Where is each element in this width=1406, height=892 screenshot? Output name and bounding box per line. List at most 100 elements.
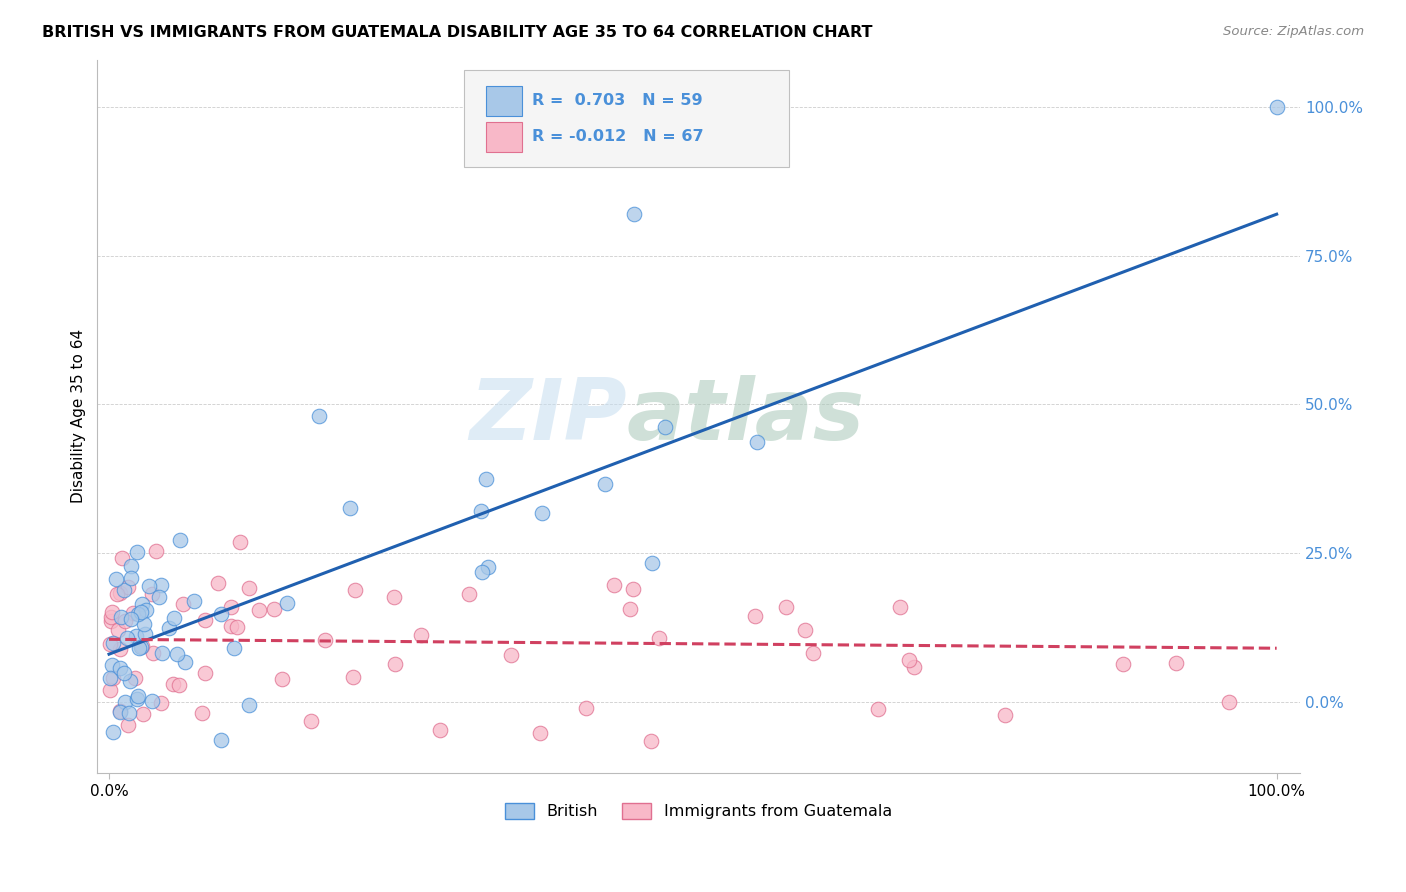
Point bbox=[142, 646, 165, 660]
Point bbox=[108, 704, 131, 718]
Point bbox=[125, 629, 148, 643]
Point bbox=[141, 694, 163, 708]
Point bbox=[127, 691, 149, 706]
Point bbox=[647, 631, 669, 645]
Point bbox=[209, 607, 232, 621]
Point bbox=[314, 633, 336, 648]
Point bbox=[603, 578, 626, 592]
Point bbox=[794, 624, 817, 638]
Point bbox=[344, 582, 367, 597]
Point bbox=[470, 504, 492, 518]
Point bbox=[100, 605, 122, 619]
Point bbox=[104, 572, 127, 586]
Point bbox=[172, 597, 194, 611]
Point bbox=[107, 587, 129, 601]
Point bbox=[384, 657, 406, 672]
Point bbox=[120, 612, 142, 626]
Point bbox=[127, 689, 149, 703]
Point bbox=[127, 607, 149, 622]
Point bbox=[150, 646, 173, 660]
Text: R = -0.012   N = 67: R = -0.012 N = 67 bbox=[531, 129, 703, 145]
Point bbox=[120, 674, 142, 689]
Point bbox=[111, 550, 134, 565]
Point bbox=[108, 586, 131, 600]
Point bbox=[128, 641, 150, 656]
Point bbox=[1166, 656, 1188, 670]
Point bbox=[654, 420, 676, 434]
Point bbox=[101, 658, 124, 673]
Point bbox=[131, 640, 153, 654]
Point bbox=[114, 614, 136, 628]
Point bbox=[219, 600, 242, 615]
Point bbox=[238, 582, 260, 596]
Point bbox=[148, 591, 170, 605]
Point bbox=[110, 610, 132, 624]
Point bbox=[135, 603, 157, 617]
Point bbox=[163, 610, 186, 624]
Point bbox=[1112, 657, 1135, 672]
Point bbox=[101, 725, 124, 739]
Point bbox=[121, 606, 143, 620]
Point bbox=[593, 477, 616, 491]
Point bbox=[499, 648, 522, 662]
Point bbox=[619, 601, 641, 615]
Point bbox=[219, 619, 242, 633]
Point bbox=[138, 579, 160, 593]
Point bbox=[207, 575, 229, 590]
Point bbox=[744, 609, 766, 624]
Point bbox=[194, 666, 217, 681]
Point bbox=[134, 627, 156, 641]
Point bbox=[475, 472, 498, 486]
Point bbox=[115, 631, 138, 645]
Point bbox=[409, 628, 432, 642]
Point bbox=[640, 734, 662, 748]
Point bbox=[169, 533, 191, 547]
Point bbox=[132, 706, 155, 721]
Point bbox=[531, 506, 554, 520]
Point bbox=[114, 695, 136, 709]
Text: Source: ZipAtlas.com: Source: ZipAtlas.com bbox=[1223, 25, 1364, 38]
Point bbox=[157, 621, 180, 635]
Point bbox=[127, 545, 149, 559]
FancyBboxPatch shape bbox=[486, 121, 522, 152]
Point bbox=[247, 603, 270, 617]
Point bbox=[112, 665, 135, 680]
Point bbox=[229, 535, 252, 549]
FancyBboxPatch shape bbox=[486, 86, 522, 116]
Point bbox=[866, 702, 889, 716]
Point bbox=[141, 587, 163, 601]
Point bbox=[183, 593, 205, 607]
Point bbox=[98, 683, 121, 698]
Point bbox=[149, 578, 172, 592]
Point bbox=[263, 602, 285, 616]
Point bbox=[118, 706, 141, 720]
Point bbox=[747, 434, 769, 449]
Point bbox=[1218, 695, 1240, 709]
Point bbox=[108, 641, 131, 656]
Point bbox=[429, 723, 451, 737]
Point bbox=[100, 609, 122, 624]
Point bbox=[641, 557, 664, 571]
Point bbox=[117, 718, 139, 732]
Point bbox=[382, 590, 405, 604]
Point bbox=[889, 599, 911, 614]
Point bbox=[112, 583, 135, 598]
Point bbox=[100, 614, 122, 628]
Point bbox=[167, 677, 190, 691]
Point bbox=[209, 733, 232, 747]
Point bbox=[477, 560, 499, 574]
Y-axis label: Disability Age 35 to 64: Disability Age 35 to 64 bbox=[72, 329, 86, 503]
Point bbox=[775, 599, 797, 614]
Point bbox=[132, 617, 155, 632]
Point bbox=[299, 714, 322, 728]
FancyBboxPatch shape bbox=[464, 70, 789, 167]
Point bbox=[108, 661, 131, 675]
Point bbox=[131, 639, 153, 653]
Point bbox=[166, 648, 188, 662]
Point bbox=[110, 705, 132, 719]
Point bbox=[238, 698, 260, 712]
Point bbox=[339, 501, 361, 516]
Text: atlas: atlas bbox=[627, 375, 865, 458]
Point bbox=[903, 659, 925, 673]
Point bbox=[124, 671, 146, 685]
